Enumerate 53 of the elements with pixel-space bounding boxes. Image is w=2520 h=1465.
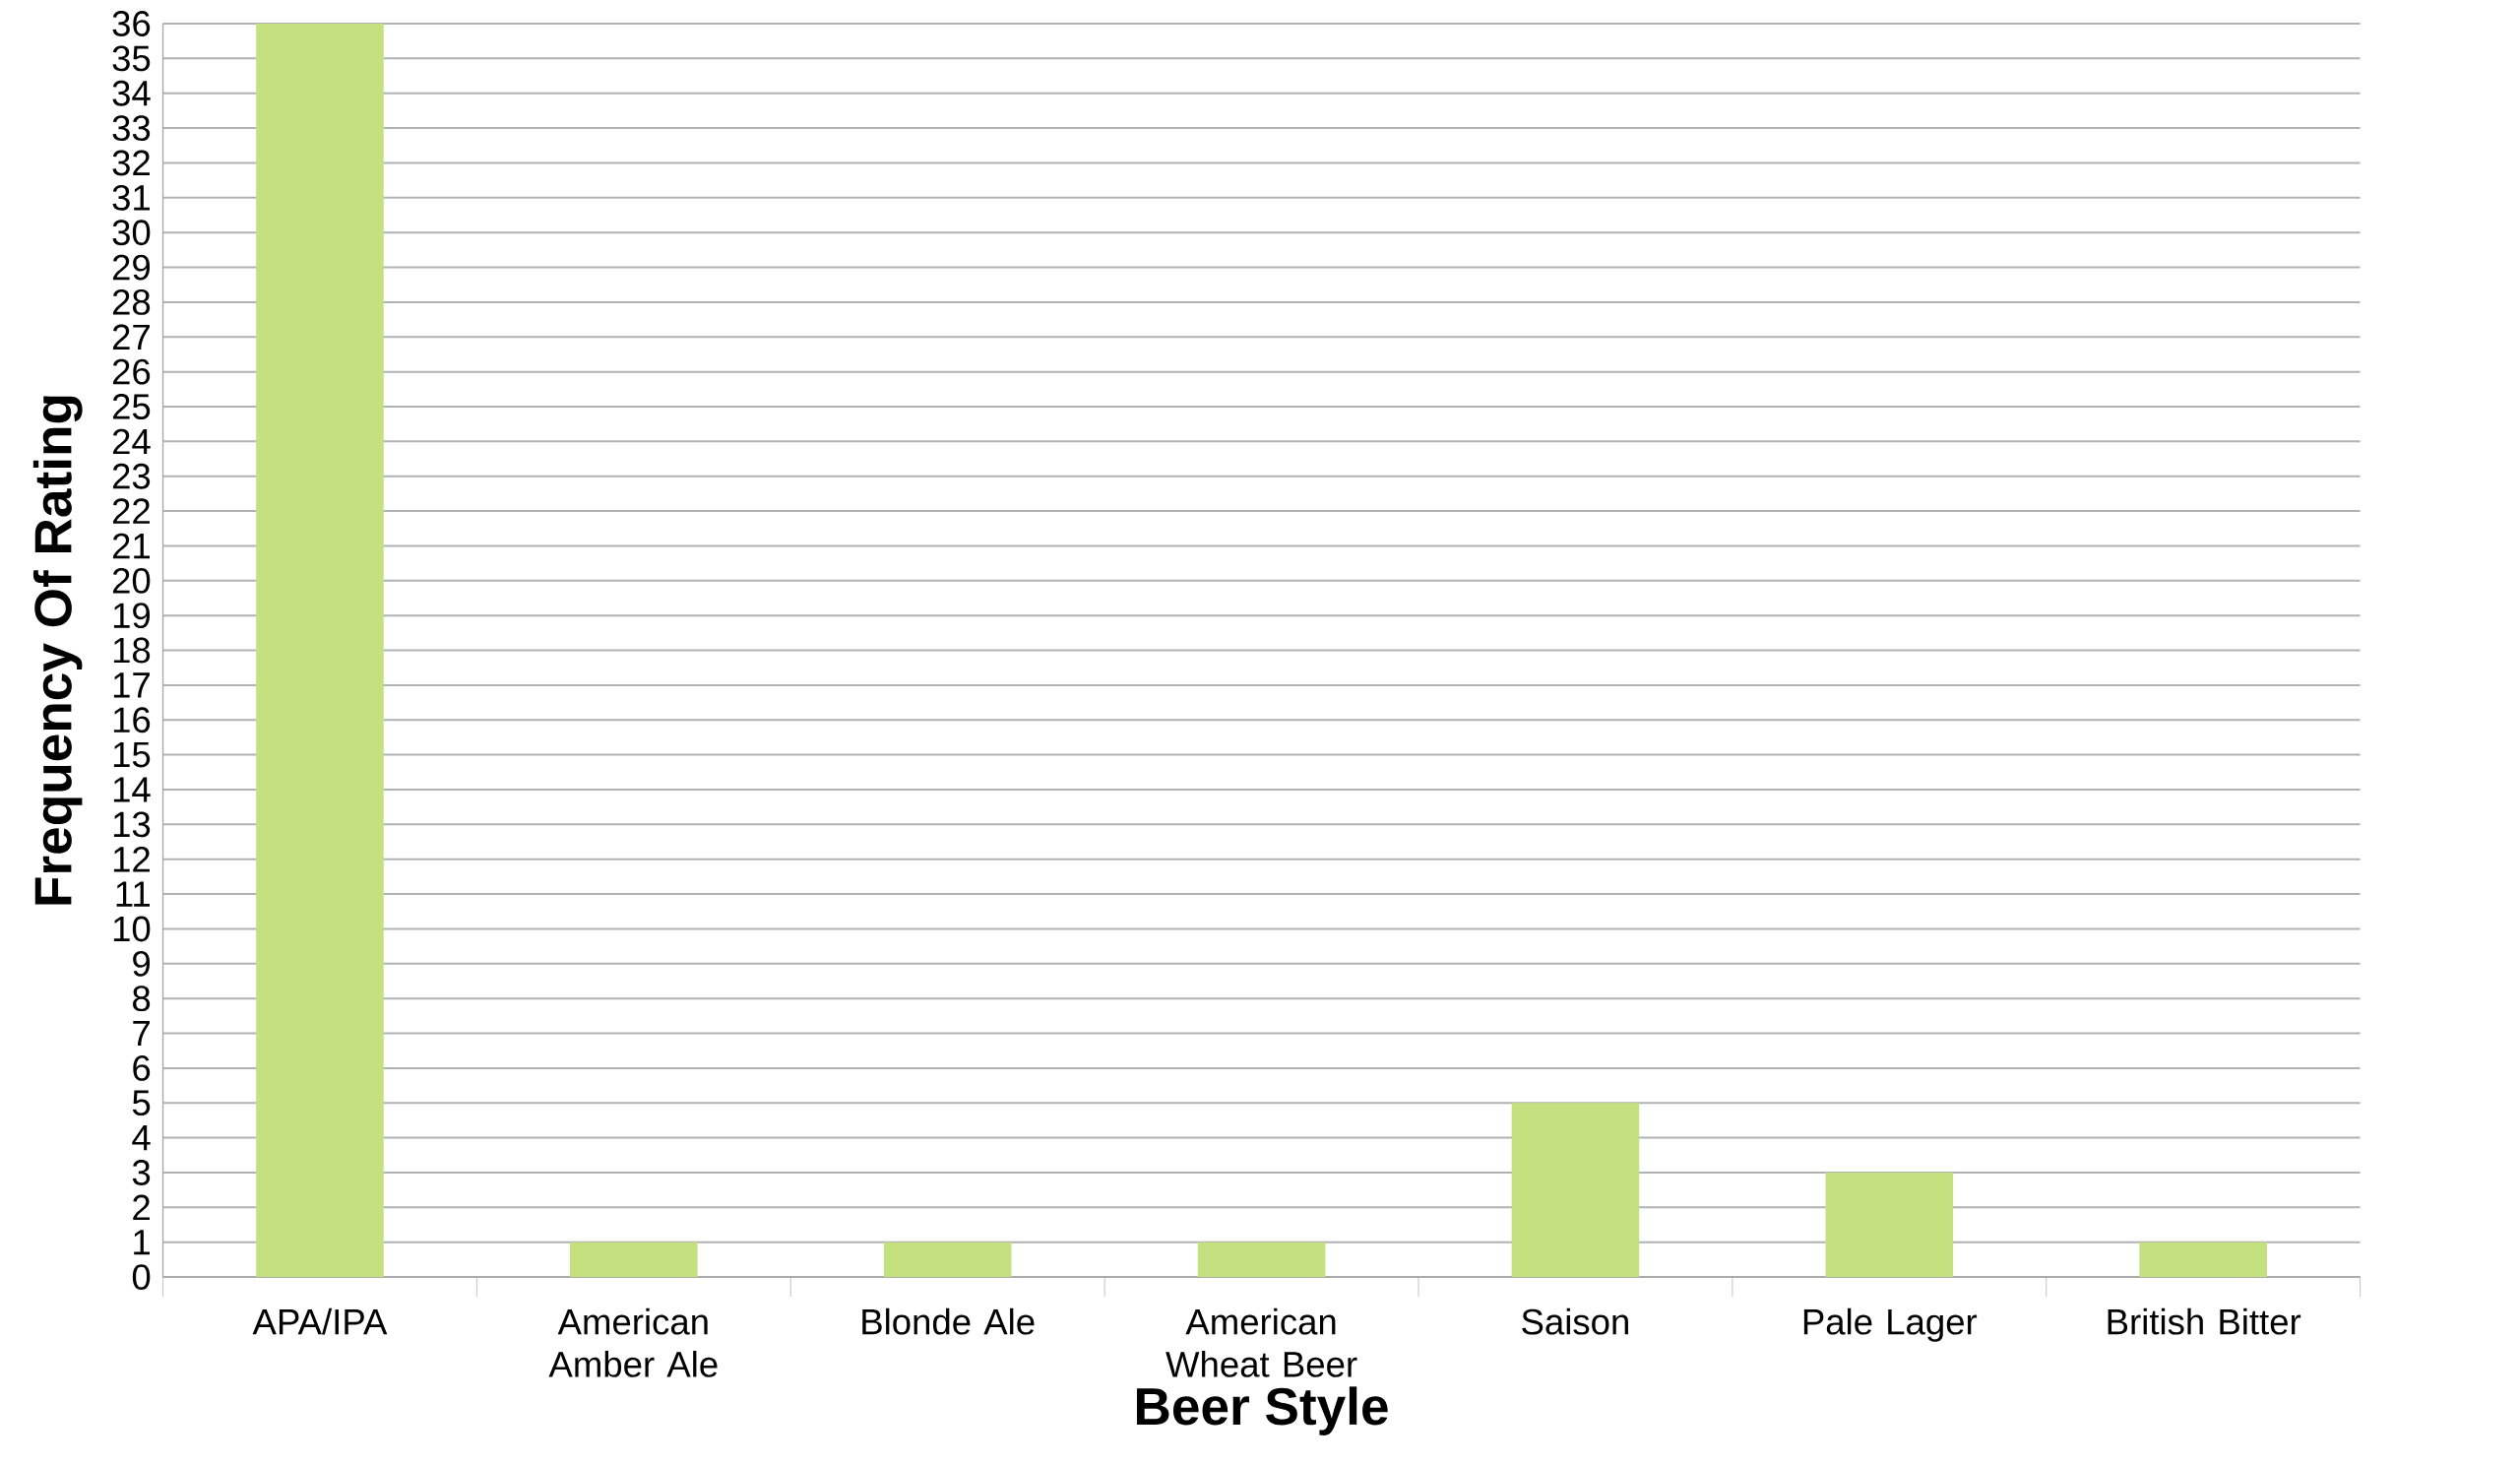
x-tick-label: APA/IPA xyxy=(252,1307,388,1335)
x-tick-label: British Bitter xyxy=(2108,1307,2301,1335)
y-tick-label: 0 xyxy=(132,1264,151,1290)
bar xyxy=(1511,1103,1640,1277)
y-tick-label: 29 xyxy=(112,254,151,281)
y-tick-label: 8 xyxy=(133,986,151,1012)
x-tick-label: Saison xyxy=(1522,1307,1628,1335)
y-tick-label: 36 xyxy=(112,11,151,36)
y-tick-label: 20 xyxy=(112,567,151,594)
y-tick-label: 11 xyxy=(116,881,151,907)
y-tick-label: 25 xyxy=(112,394,151,419)
y-tick-label: 35 xyxy=(112,45,151,72)
y-tick-label: 10 xyxy=(113,916,151,942)
y-tick-label: 4 xyxy=(132,1125,151,1151)
y-tick-label: 16 xyxy=(113,707,151,733)
bar xyxy=(570,1242,698,1277)
bar xyxy=(883,1242,1012,1277)
y-tick-label: 7 xyxy=(133,1020,150,1047)
y-tick-label: 28 xyxy=(112,288,151,315)
x-tick-label: Pale Lager xyxy=(1803,1307,1978,1342)
y-tick-label: 24 xyxy=(112,428,151,455)
y-tick-label: 34 xyxy=(112,80,151,106)
y-tick-label: 21 xyxy=(112,533,150,559)
y-tick-label: 14 xyxy=(113,777,151,802)
y-tick-label: 9 xyxy=(133,950,151,977)
y-tick-label: 17 xyxy=(113,672,150,698)
y-tick-label: 27 xyxy=(112,324,150,350)
y-tick-label: 15 xyxy=(113,741,151,768)
y-tick-label: 18 xyxy=(113,637,151,664)
y-tick-label: 33 xyxy=(112,115,151,141)
x-tick-label: American Wheat Beer xyxy=(1166,1307,1357,1377)
y-tick-label: 30 xyxy=(112,220,151,246)
x-tick-label: American Amber Ale xyxy=(548,1307,718,1377)
y-tick-label: 12 xyxy=(113,846,150,872)
y-tick-label: 1 xyxy=(134,1230,150,1255)
y-tick-label: 23 xyxy=(112,463,151,489)
bar xyxy=(1825,1172,1954,1277)
y-tick-label: 22 xyxy=(112,498,150,524)
y-axis-title: Frequency Of Rating xyxy=(32,396,83,905)
y-tick-label: 26 xyxy=(112,358,151,385)
x-axis-title: Beer Style xyxy=(1137,1386,1388,1435)
bar xyxy=(2139,1242,2267,1277)
y-tick-label: 3 xyxy=(132,1160,151,1185)
y-tick-label: 2 xyxy=(133,1194,150,1221)
y-tick-label: 31 xyxy=(112,184,150,211)
y-tick-label: 19 xyxy=(113,603,151,629)
x-tick-label: Blonde Ale xyxy=(862,1307,1035,1335)
y-tick-label: 6 xyxy=(133,1054,151,1081)
y-tick-label: 5 xyxy=(132,1090,151,1115)
bar xyxy=(1197,1242,1326,1277)
y-tick-label: 32 xyxy=(112,150,150,176)
y-tick-label: 13 xyxy=(113,811,151,838)
bar xyxy=(256,23,384,1277)
